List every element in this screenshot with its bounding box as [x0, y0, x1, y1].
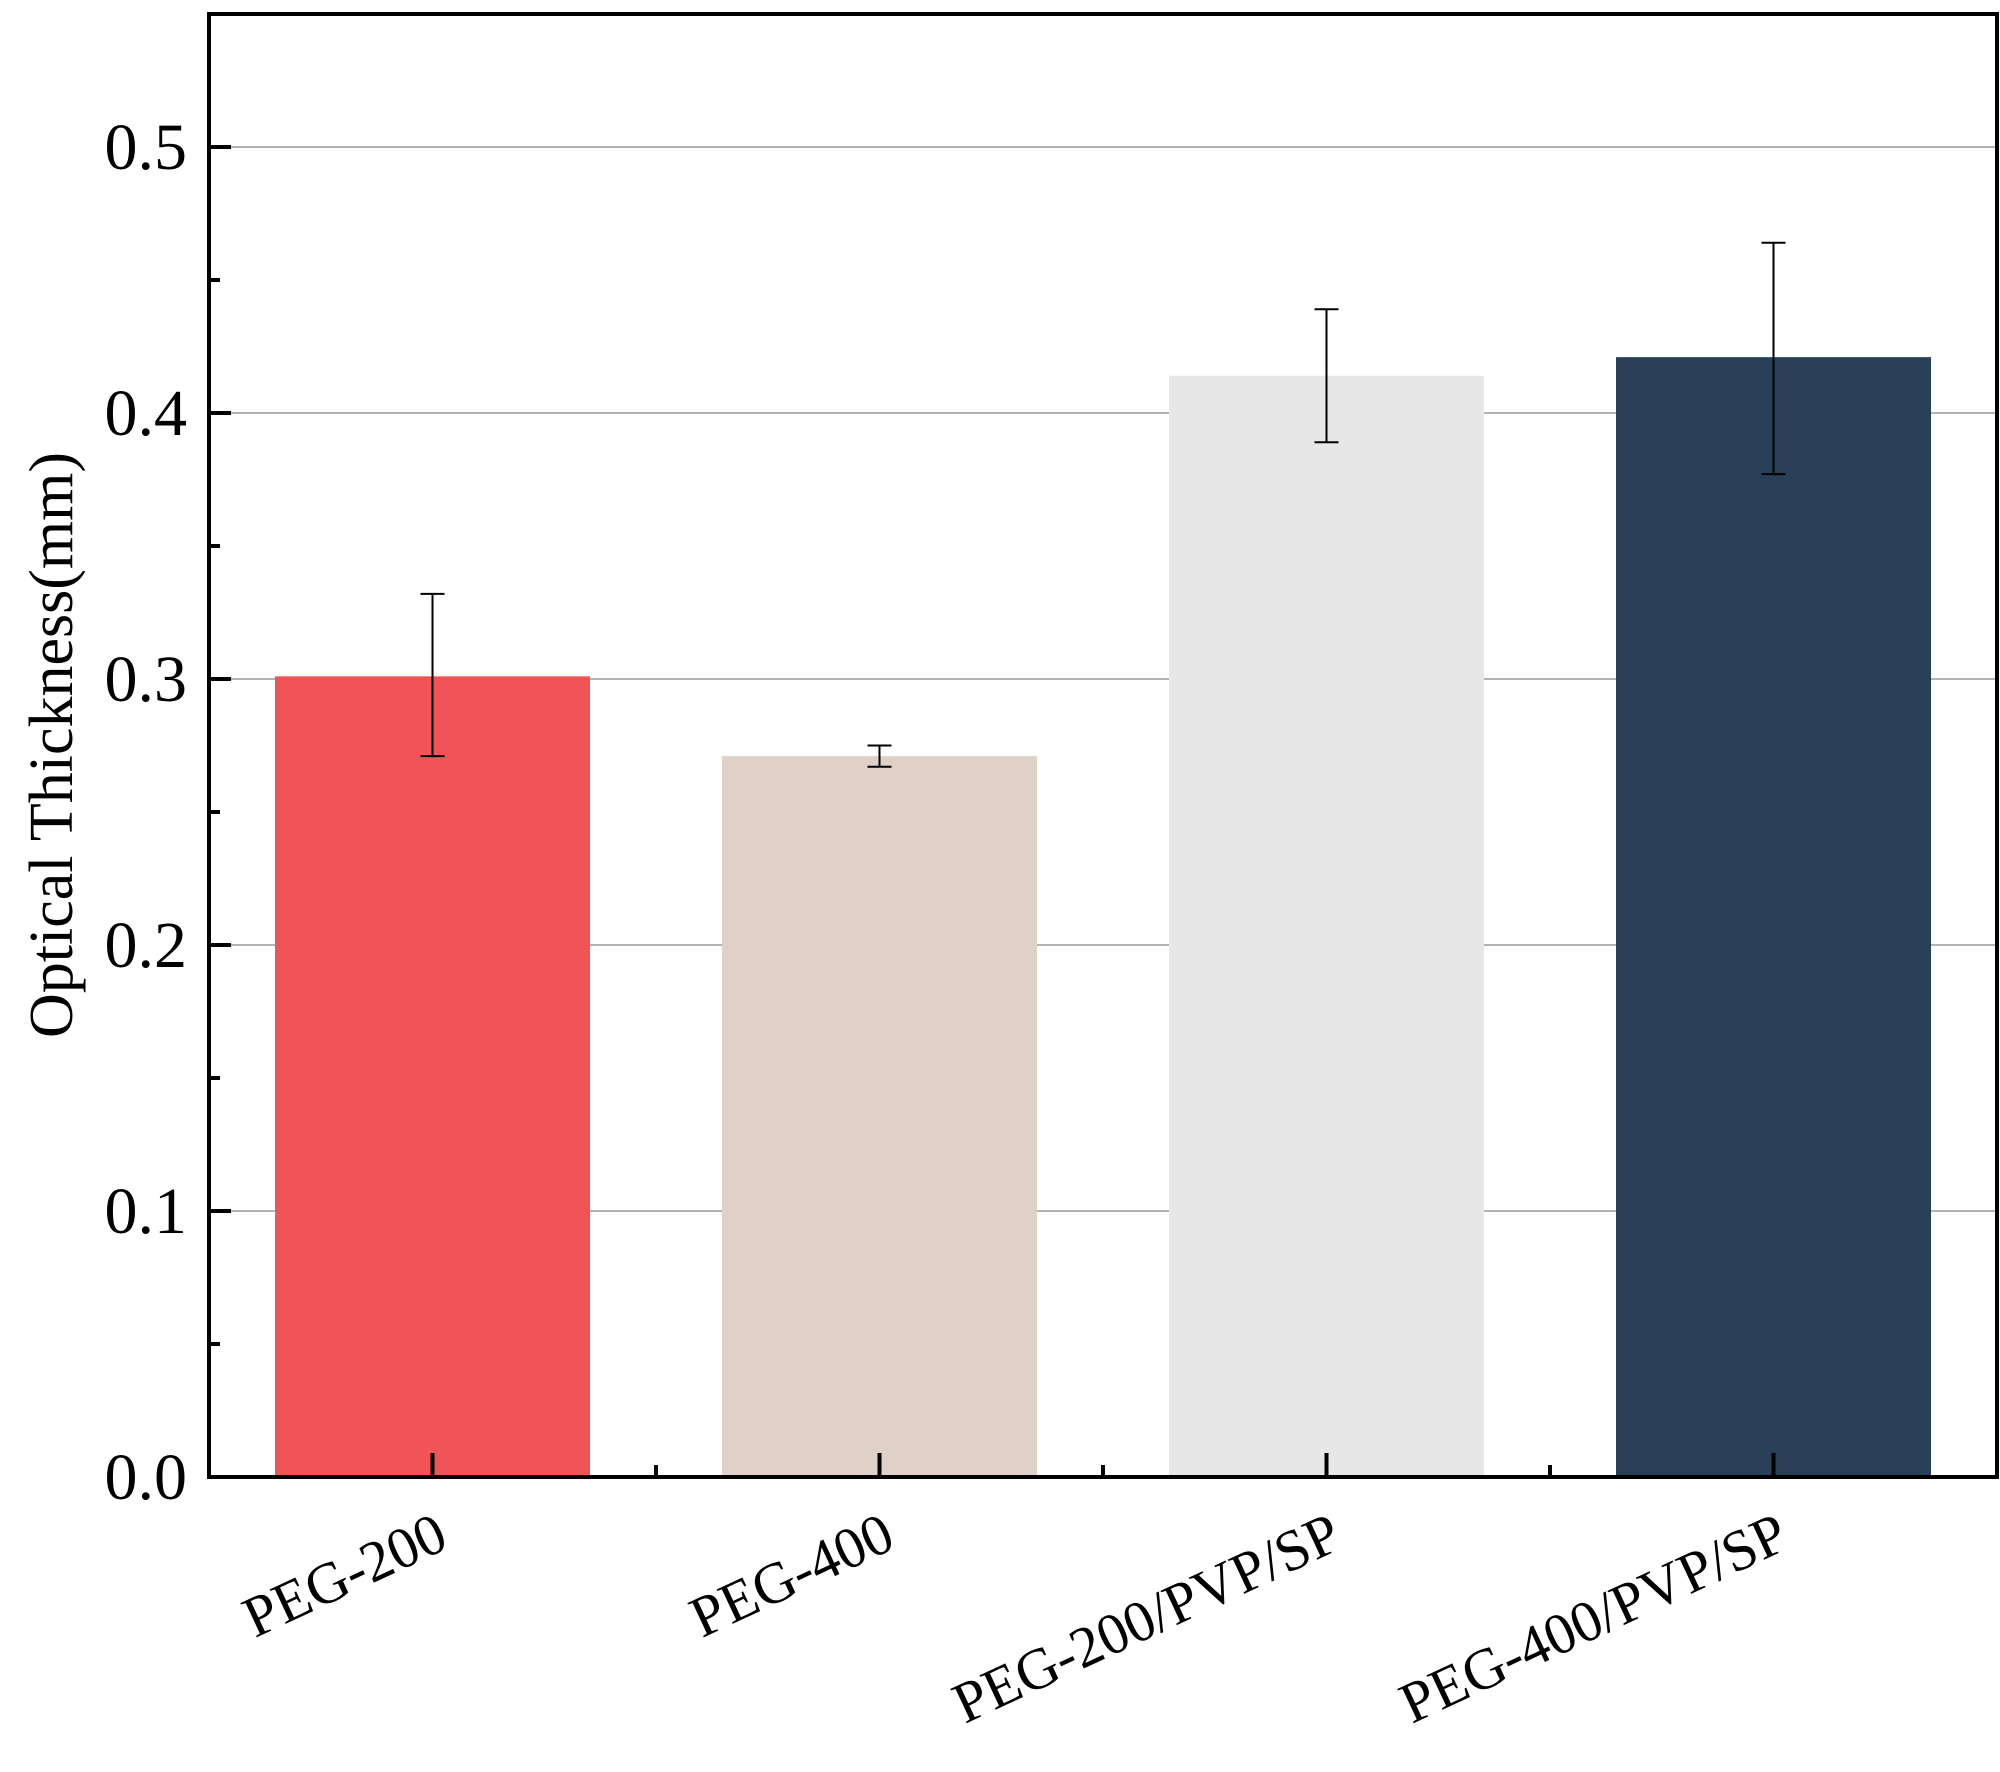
error-bars	[420, 241, 1786, 768]
y-tick-label: 0.5	[105, 111, 188, 184]
y-tick-label: 0.4	[105, 377, 188, 450]
x-tick-label: PEG-400/PVP/SP	[1390, 1500, 1797, 1736]
x-tick-label: PEG-200/PVP/SP	[943, 1500, 1350, 1736]
y-axis: 0.0 0.1 0.2 0.3 0.4 0.5	[105, 111, 231, 1514]
x-tick-label: PEG-400	[680, 1500, 903, 1650]
x-tick-label: PEG-200	[233, 1500, 456, 1650]
x-axis: PEG-200 PEG-400 PEG-200/PVP/SP PEG-400/PVP/…	[233, 1453, 1797, 1736]
bar	[722, 756, 1037, 1477]
y-tick-label: 0.2	[105, 909, 188, 982]
y-tick-label: 0.3	[105, 643, 188, 716]
y-tick-label: 0.0	[105, 1441, 188, 1514]
y-axis-title: Optical Thickness(mm)	[18, 452, 86, 1038]
bars	[275, 357, 1931, 1477]
bar	[1169, 375, 1484, 1477]
bar	[275, 676, 590, 1477]
bar	[1616, 357, 1931, 1477]
y-tick-label: 0.1	[105, 1175, 188, 1248]
